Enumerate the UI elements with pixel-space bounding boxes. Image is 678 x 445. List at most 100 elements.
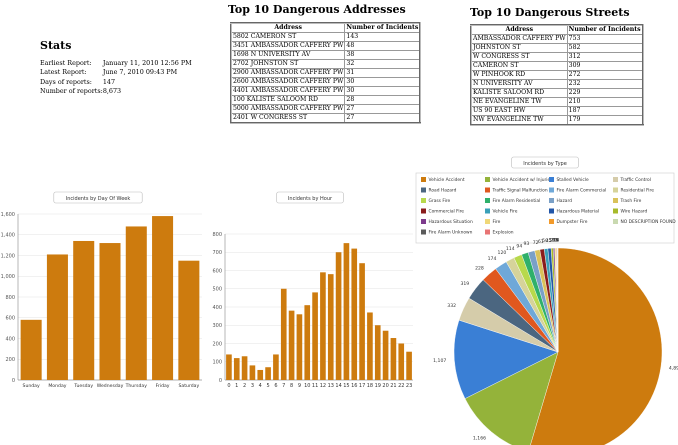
legend: Vehicle Accident Vehicle Accident w/ Inju… (415, 172, 676, 244)
x-tick-label: Tuesday (73, 383, 93, 389)
legend-swatch (549, 177, 554, 182)
x-tick-label: Monday (48, 383, 66, 389)
bar (335, 252, 342, 380)
legend-label: Trash Fire (620, 198, 642, 204)
y-tick-label: 0 (12, 378, 15, 384)
chart-title-box: Incidents by Hour (276, 191, 344, 204)
stats-label: Earliest Report: (40, 59, 92, 67)
slice-label: 319 (460, 281, 469, 287)
x-tick-label: Wednesday (97, 383, 124, 389)
table-row: 4401 AMBASSADOR CAFFERY PW 30 (230, 86, 421, 96)
count-cell: 753 (566, 34, 644, 44)
legend-label: Explosion (493, 230, 514, 236)
bar (304, 305, 311, 380)
address-cell: 100 KALISTE SALOOM RD (230, 95, 346, 105)
count-cell: 312 (566, 52, 644, 62)
y-tick-label: 800 (5, 295, 15, 301)
legend-label: NO DESCRIPTION FOUND (621, 219, 677, 225)
count-cell: 48 (344, 41, 421, 51)
legend-label: Vehicle Fire (493, 209, 518, 215)
stats-row: Days of reports: 147 (40, 78, 192, 87)
bar (288, 310, 295, 380)
legend-item: Hazard (549, 198, 572, 204)
count-cell: 32 (344, 59, 421, 69)
x-tick-label: 3 (251, 383, 254, 389)
bar (390, 338, 397, 380)
legend-swatch (613, 177, 618, 182)
stats-title: Stats (40, 39, 72, 52)
y-tick-label: 600 (5, 316, 15, 322)
legend-item: Road Hazard (421, 187, 457, 194)
legend-item: Residential Fire (613, 187, 654, 194)
bar (343, 243, 350, 380)
pie-slice (464, 351, 559, 445)
count-cell: 31 (344, 68, 421, 78)
bar (46, 254, 68, 380)
legend-item: Hazardous Situation (421, 219, 473, 225)
bar (152, 216, 174, 380)
legend-swatch (421, 198, 426, 203)
legend-swatch (421, 187, 426, 193)
legend-swatch (613, 198, 618, 203)
legend-item: Vehicle Fire (485, 208, 518, 215)
slice-label: 228 (475, 266, 484, 272)
stats-label: Days of reports: (40, 77, 92, 86)
address-cell: W PINHOOK RD (470, 70, 568, 80)
legend-item: Wire Hazard (613, 208, 648, 215)
legend-swatch (485, 219, 490, 224)
chart-title-box: Incidents by Type (511, 156, 579, 169)
x-tick-label: 4 (259, 383, 262, 389)
pie-slice (453, 319, 559, 399)
address-cell: AMBASSADOR CAFFERY PW (470, 34, 568, 44)
table-row: 2900 AMBASSADOR CAFFERY PW 31 (230, 68, 421, 78)
stats-table: Earliest Report: January 11, 2010 12:56 … (40, 59, 192, 97)
count-cell: 30 (344, 86, 421, 96)
address-cell: NE EVANGELINE TW (470, 97, 568, 107)
stats-label: Number of reports: (40, 87, 103, 96)
table-row: JOHNSTON ST 582 (470, 43, 644, 53)
stats-label: Latest Report: (40, 68, 87, 77)
stats-value: 8,673 (102, 87, 122, 96)
x-tick-label: 21 (390, 383, 396, 389)
x-tick-label: 16 (351, 383, 357, 389)
table-row: KALISTE SALOOM RD 229 (470, 88, 644, 98)
legend-label: Dumpster Fire (557, 219, 588, 225)
table-row: 3451 AMBASSADOR CAFFERY PW 48 (230, 41, 421, 51)
count-cell: 27 (344, 104, 421, 114)
legend-label: Wire Hazard (621, 209, 648, 215)
hour-chart: Incidents by Hour01002003004005006007008… (212, 191, 413, 389)
y-tick-label: 1,000 (1, 274, 15, 280)
x-tick-label: 20 (382, 383, 388, 389)
chart-title: Incidents by Day Of Week (66, 196, 131, 202)
table-row: US 90 EAST HW 187 (470, 106, 644, 116)
slice-label: 20 (551, 238, 557, 244)
bar (20, 319, 42, 380)
legend-swatch (485, 198, 490, 203)
y-tick-label: 200 (5, 357, 15, 363)
legend-label: Fire (493, 219, 501, 225)
day-of-week-chart: Incidents by Day Of Week 0 200 400 600 800 1,0… (1, 191, 202, 389)
streets-table: Address Number of Incidents AMBASSADOR C… (470, 24, 644, 126)
count-cell: 143 (344, 32, 421, 42)
x-tick-label: Friday (156, 383, 170, 389)
legend-item: Fire Alarm Commercial (549, 187, 606, 194)
count-cell: 187 (566, 106, 644, 116)
bar (273, 354, 279, 380)
address-cell: 4401 AMBASSADOR CAFFERY PW (230, 86, 346, 96)
x-tick-label: Saturday (179, 383, 200, 389)
bar (265, 367, 271, 380)
address-cell: N UNIVERSITY AV (470, 79, 568, 89)
address-cell: CAMERON ST (470, 61, 568, 71)
bar (241, 356, 248, 380)
bar (280, 288, 287, 380)
x-tick-label: 2 (243, 383, 246, 389)
address-cell: 5802 CAMERON ST (230, 32, 346, 42)
legend-label: Fire Alarm Unknown (429, 230, 473, 236)
legend-swatch (421, 208, 426, 214)
count-cell: 229 (566, 88, 644, 98)
legend-item: NO DESCRIPTION FOUND (613, 219, 676, 225)
x-tick-label: 7 (282, 383, 285, 389)
legend-item: Trash Fire (613, 198, 642, 204)
address-cell: 1698 N UNIVERSITY AV (230, 50, 346, 60)
bar (296, 314, 303, 380)
